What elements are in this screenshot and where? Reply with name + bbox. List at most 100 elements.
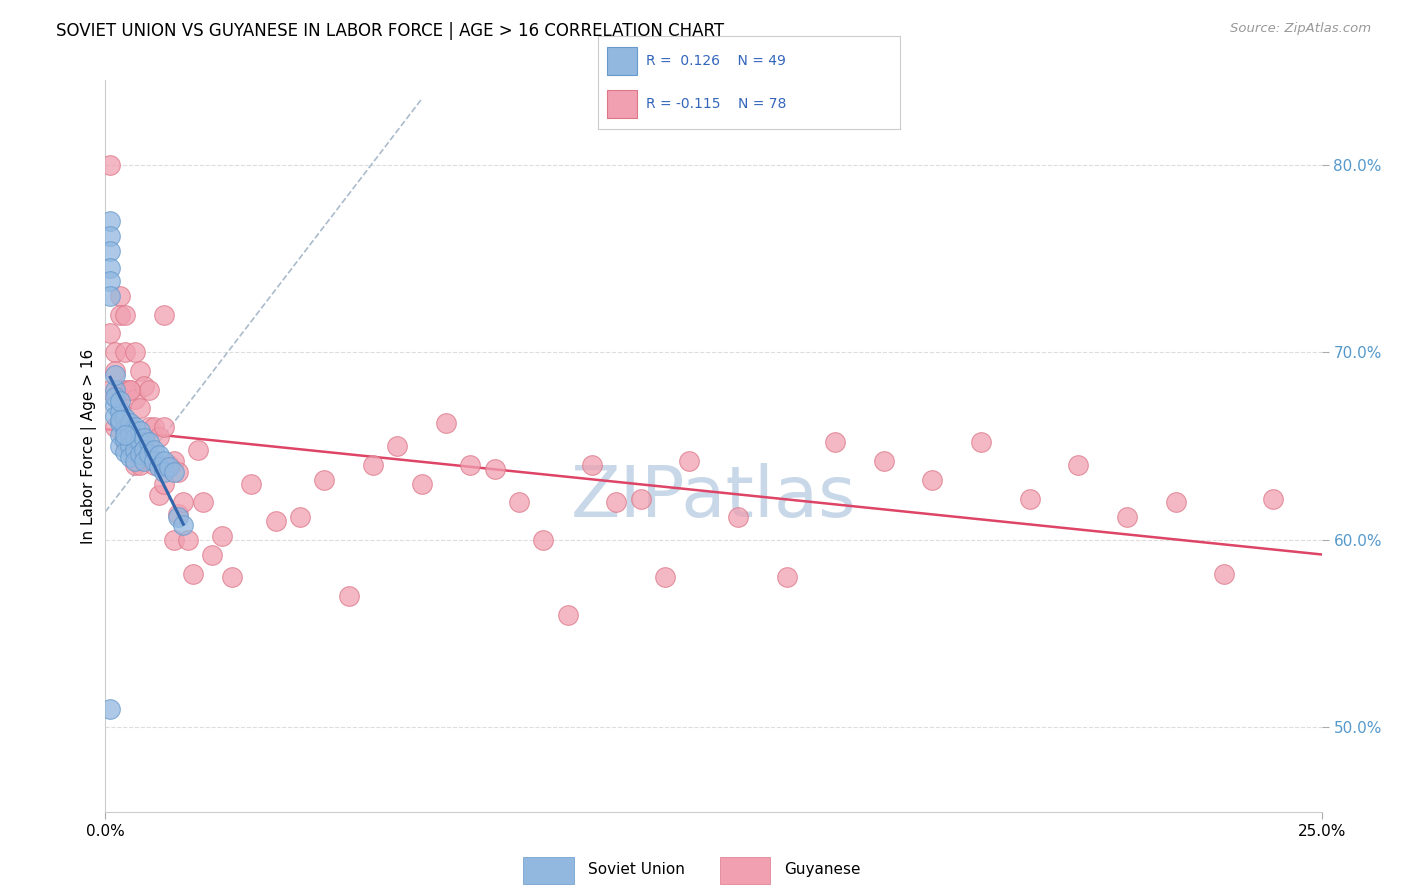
Point — [153, 465, 176, 479]
Point — [824, 435, 846, 450]
Point — [98, 158, 121, 172]
Point — [458, 458, 481, 472]
Point — [134, 442, 156, 457]
Bar — [523, 857, 574, 884]
Text: Source: ZipAtlas.com: Source: ZipAtlas.com — [1230, 22, 1371, 36]
Point — [557, 607, 579, 622]
Point — [124, 432, 146, 446]
Point — [104, 345, 127, 359]
Bar — [720, 857, 770, 884]
Text: R =  0.126    N = 49: R = 0.126 N = 49 — [645, 54, 786, 68]
Point — [108, 405, 131, 419]
Point — [288, 510, 311, 524]
Point — [98, 383, 121, 397]
Point — [191, 495, 214, 509]
Point — [104, 420, 127, 434]
Point — [143, 454, 166, 468]
Point — [531, 533, 554, 547]
Point — [314, 473, 336, 487]
Point — [108, 417, 131, 431]
Point — [508, 495, 530, 509]
Point — [108, 308, 131, 322]
Text: Guyanese: Guyanese — [785, 863, 860, 877]
Point — [181, 566, 204, 581]
Point — [114, 422, 136, 436]
Point — [104, 368, 127, 382]
Point — [162, 454, 184, 468]
Point — [221, 570, 243, 584]
Point — [104, 409, 127, 423]
Point — [264, 514, 287, 528]
Point — [153, 308, 176, 322]
Point — [172, 495, 194, 509]
Point — [187, 442, 209, 457]
Point — [108, 383, 131, 397]
Point — [411, 476, 433, 491]
Point — [104, 364, 127, 378]
Point — [124, 420, 146, 434]
Point — [114, 427, 136, 442]
Point — [157, 459, 180, 474]
Point — [167, 465, 190, 479]
Point — [148, 488, 170, 502]
Point — [104, 398, 127, 412]
Point — [138, 446, 160, 460]
Point — [128, 458, 150, 472]
Point — [124, 345, 146, 359]
Point — [124, 454, 146, 468]
Point — [134, 442, 156, 457]
Point — [114, 435, 136, 450]
Point — [148, 429, 170, 443]
Point — [128, 364, 150, 378]
Point — [162, 533, 184, 547]
Point — [124, 458, 146, 472]
Point — [114, 410, 136, 425]
Point — [134, 454, 156, 468]
Point — [172, 517, 194, 532]
Point — [727, 510, 749, 524]
Point — [1164, 495, 1187, 509]
Point — [104, 390, 127, 404]
Point — [921, 473, 943, 487]
Point — [873, 454, 896, 468]
Point — [240, 476, 263, 491]
Point — [114, 434, 136, 448]
Point — [114, 308, 136, 322]
Point — [630, 491, 652, 506]
Point — [98, 214, 121, 228]
Point — [108, 289, 131, 303]
Point — [118, 383, 141, 397]
Point — [167, 510, 190, 524]
Point — [143, 458, 166, 472]
Point — [114, 383, 136, 397]
Point — [138, 435, 160, 450]
Point — [118, 420, 141, 434]
Point — [484, 461, 506, 475]
Point — [118, 450, 141, 465]
Point — [167, 507, 190, 521]
Point — [143, 442, 166, 457]
Bar — [606, 47, 637, 75]
Point — [118, 417, 141, 431]
Point — [1261, 491, 1284, 506]
Point — [337, 589, 360, 603]
Point — [605, 495, 627, 509]
Point — [138, 383, 160, 397]
Point — [98, 326, 121, 341]
Point — [211, 529, 233, 543]
Point — [177, 533, 200, 547]
Point — [98, 229, 121, 244]
Point — [98, 289, 121, 303]
Point — [678, 454, 700, 468]
Point — [143, 420, 166, 434]
Text: ZIPatlas: ZIPatlas — [571, 463, 856, 532]
Y-axis label: In Labor Force | Age > 16: In Labor Force | Age > 16 — [82, 349, 97, 543]
Point — [434, 417, 457, 431]
Point — [128, 401, 150, 416]
Point — [134, 379, 156, 393]
Point — [128, 446, 150, 460]
Point — [98, 260, 121, 275]
Point — [134, 442, 156, 457]
Point — [153, 420, 176, 434]
Point — [1116, 510, 1139, 524]
